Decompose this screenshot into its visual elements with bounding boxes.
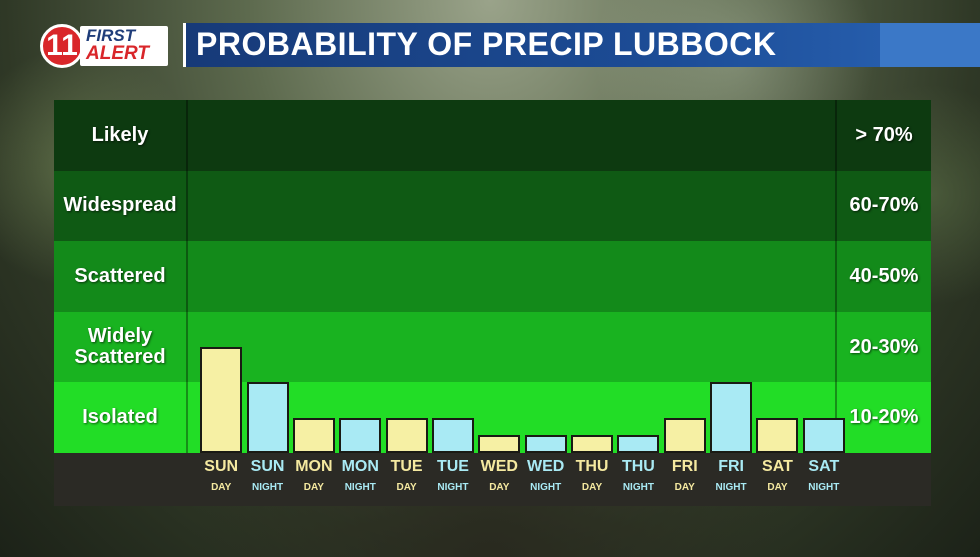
channel-11-logo-badge: 11	[40, 24, 84, 68]
x-tick-label: SUN NIGHT	[245, 458, 290, 495]
x-tick-label: SAT DAY	[755, 458, 800, 495]
bar-mon-night	[339, 417, 382, 453]
x-tick-period: DAY	[581, 482, 603, 493]
x-tick-period: DAY	[489, 482, 510, 493]
x-tick-day: THU	[621, 458, 655, 475]
x-tick-day: WED	[480, 458, 518, 475]
logo-first-text: FIRST	[86, 26, 136, 45]
band-widely-scattered: Widely Scattered 20-30%	[54, 311, 931, 383]
title-bar: PROBABILITY OF PRECIP LUBBOCK	[183, 23, 980, 67]
x-tick-label: FRI NIGHT	[709, 458, 754, 495]
x-tick-label: SAT NIGHT	[801, 458, 846, 495]
x-tick-period: NIGHT	[251, 482, 284, 493]
x-tick-label: WED NIGHT	[523, 458, 568, 495]
band-range-label: 40-50%	[849, 264, 919, 287]
x-tick-day: SAT	[762, 458, 793, 475]
band-range-label: > 70%	[855, 123, 913, 146]
x-tick-period: DAY	[303, 482, 324, 493]
x-tick-label: FRI DAY	[662, 458, 707, 495]
x-tick-period: DAY	[767, 482, 788, 493]
bar-sun-night	[246, 382, 289, 453]
x-axis-strip	[54, 453, 931, 506]
bar-wed-day	[478, 435, 521, 453]
x-tick-day: MON	[295, 458, 333, 475]
band-label: Isolated	[82, 406, 158, 429]
x-tick-period: NIGHT	[344, 482, 376, 493]
x-tick-label: SUN DAY	[199, 458, 244, 495]
band-range-label: 20-30%	[849, 335, 919, 358]
bar-sun-day	[200, 347, 243, 453]
first-alert-wordmark: FIRST ALERT	[80, 26, 168, 66]
bar-tue-night	[431, 417, 474, 453]
x-tick-day: TUE	[436, 458, 469, 475]
band-range-label: 60-70%	[849, 194, 919, 217]
x-tick-label: TUE NIGHT	[430, 458, 475, 495]
x-tick-period: NIGHT	[530, 482, 562, 493]
x-tick-period: DAY	[396, 482, 417, 493]
bar-fri-night	[710, 382, 753, 453]
first-alert-logo: 11 FIRST ALERT	[40, 22, 170, 70]
band-widespread: Widespread 60-70%	[54, 170, 931, 242]
band-label: Likely	[91, 123, 149, 146]
band-scattered: Scattered 40-50%	[54, 241, 931, 312]
band-likely: Likely > 70%	[54, 100, 931, 171]
x-tick-day: SAT	[808, 458, 840, 475]
x-tick-day: TUE	[390, 458, 423, 475]
x-tick-period: DAY	[211, 482, 232, 493]
page-title: PROBABILITY OF PRECIP LUBBOCK	[196, 26, 777, 62]
bar-tue-day	[385, 417, 428, 453]
x-tick-label: THU NIGHT	[616, 458, 661, 495]
x-tick-label: MON NIGHT	[338, 458, 383, 495]
x-tick-day: SUN	[204, 458, 239, 475]
x-tick-label: WED DAY	[477, 458, 522, 495]
x-tick-label: MON DAY	[291, 458, 336, 495]
x-tick-label: THU DAY	[570, 458, 615, 495]
x-tick-period: NIGHT	[808, 482, 840, 493]
bar-thu-night	[617, 435, 660, 453]
x-tick-period: NIGHT	[715, 482, 747, 493]
x-tick-label: TUE DAY	[384, 458, 429, 495]
bar-wed-night	[524, 435, 567, 453]
x-tick-day: FRI	[671, 458, 698, 475]
bar-sat-day	[756, 417, 799, 453]
bar-fri-day	[663, 417, 706, 453]
x-tick-period: DAY	[674, 482, 695, 493]
left-divider	[186, 100, 188, 453]
x-tick-day: THU	[575, 458, 609, 475]
band-label: Widely Scattered	[74, 325, 166, 369]
bar-sat-night	[802, 417, 845, 453]
x-tick-day: SUN	[250, 458, 285, 475]
band-range-label: 10-20%	[849, 406, 919, 429]
x-tick-day: MON	[341, 458, 379, 475]
x-tick-day: FRI	[718, 458, 744, 475]
right-divider	[835, 100, 837, 453]
logo-alert-text: ALERT	[86, 43, 149, 64]
bar-mon-day	[292, 417, 335, 453]
band-label: Scattered	[74, 264, 166, 287]
band-label: Widespread	[63, 194, 177, 217]
x-tick-day: WED	[527, 458, 565, 475]
bar-thu-day	[571, 435, 614, 453]
title-bar-accent	[880, 23, 980, 67]
precip-chart-panel: Likely > 70% Widespread 60-70% Scattered 40-5…	[54, 100, 931, 506]
x-tick-period: NIGHT	[437, 482, 469, 493]
x-tick-period: NIGHT	[622, 482, 654, 493]
